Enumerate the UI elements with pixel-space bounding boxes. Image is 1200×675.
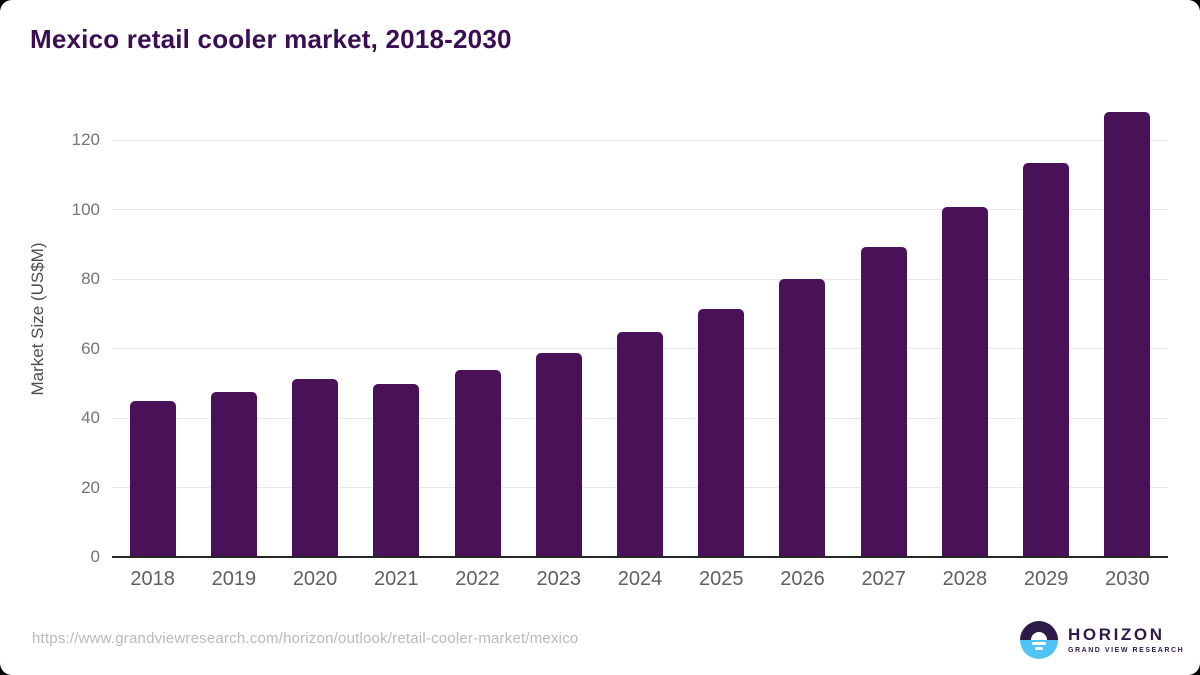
y-tick-label-20: 20 <box>81 477 100 497</box>
horizon-logo-icon <box>1020 621 1058 659</box>
logo-sun-shape <box>1031 632 1047 640</box>
gridline-120 <box>112 139 1168 141</box>
x-tick-label-2022: 2022 <box>455 568 500 590</box>
logo-sky-half <box>1020 621 1058 640</box>
y-tick-label-80: 80 <box>81 269 100 288</box>
x-tick-label-2026: 2026 <box>780 568 825 590</box>
x-tick-label-2021: 2021 <box>374 568 419 590</box>
bar-2026 <box>779 279 826 557</box>
logo-name: HORIZON <box>1068 625 1165 644</box>
bar-2028 <box>941 207 988 557</box>
logo-text: HORIZON GRAND VIEW RESEARCH <box>1068 625 1184 654</box>
x-tick-label-2024: 2024 <box>617 568 663 590</box>
x-tick-label-2029: 2029 <box>1023 568 1069 590</box>
y-tick-label-120: 120 <box>71 130 100 149</box>
x-tick-label-2023: 2023 <box>536 568 582 590</box>
bar-2027 <box>860 247 907 557</box>
bar-2030 <box>1104 111 1151 557</box>
y-tick-label-100: 100 <box>71 199 100 219</box>
bar-2029 <box>1023 162 1070 557</box>
bar-2021 <box>373 384 420 557</box>
x-tick-label-2025: 2025 <box>698 568 744 590</box>
x-tick-label-2028: 2028 <box>942 568 988 590</box>
x-tick-label-2020: 2020 <box>292 568 338 590</box>
y-tick-label-0: 0 <box>90 547 100 566</box>
chart-title: Mexico retail cooler market, 2018-2030 <box>30 24 512 54</box>
logo-ripple-shape <box>1035 647 1043 650</box>
bar-2020 <box>292 379 339 557</box>
x-tick-label-2018: 2018 <box>130 568 175 590</box>
bar-2019 <box>210 391 257 557</box>
source-url: https://www.grandviewresearch.com/horizo… <box>32 630 579 647</box>
gridline-100 <box>112 209 1168 210</box>
bar-2025 <box>698 309 745 557</box>
bar-2024 <box>617 331 663 557</box>
bar-2023 <box>535 353 582 557</box>
logo-sea-half <box>1020 640 1058 659</box>
bar-2018 <box>129 400 176 557</box>
x-tick-label-2027: 2027 <box>861 568 906 590</box>
logo-subtitle: GRAND VIEW RESEARCH <box>1068 647 1185 654</box>
y-tick-label-60: 60 <box>81 338 100 358</box>
y-axis-label: Market Size (US$M) <box>28 242 47 396</box>
logo-ripple-shape <box>1032 642 1046 645</box>
x-axis-line <box>112 556 1168 558</box>
bar-2022 <box>454 370 501 557</box>
y-tick-label-40: 40 <box>81 408 100 427</box>
x-tick-label-2030: 2030 <box>1105 568 1150 590</box>
gridline-80 <box>112 278 1168 280</box>
x-tick-label-2019: 2019 <box>211 568 257 590</box>
